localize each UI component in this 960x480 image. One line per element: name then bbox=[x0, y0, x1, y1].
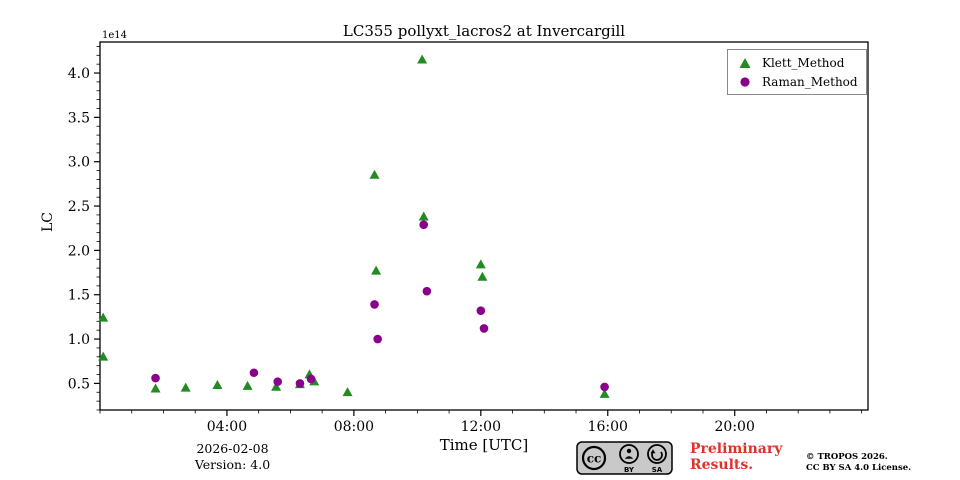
data-point-triangle bbox=[342, 387, 353, 397]
preliminary-line2: Results. bbox=[690, 457, 754, 473]
x-tick-label: 12:00 bbox=[461, 419, 501, 435]
data-point-triangle bbox=[477, 271, 488, 281]
series-Klett_Method bbox=[98, 54, 610, 398]
legend-label-klett: Klett_Method bbox=[762, 55, 845, 70]
data-point-circle bbox=[373, 334, 382, 344]
footer-meta: 2026-02-08 Version: 4.0 bbox=[160, 441, 305, 473]
y-axis-offset-text: 1e14 bbox=[102, 30, 128, 41]
data-point-triangle bbox=[418, 211, 429, 221]
preliminary-results-note: Preliminary Results. bbox=[690, 441, 782, 473]
y-tick-label: 2.0 bbox=[68, 243, 90, 259]
data-point-triangle bbox=[212, 379, 223, 389]
data-point-triangle bbox=[417, 54, 428, 64]
cc-by-person-icon bbox=[619, 444, 639, 464]
y-tick-label: 1.5 bbox=[68, 288, 90, 304]
data-point-triangle bbox=[98, 312, 109, 322]
data-point-triangle bbox=[150, 383, 161, 393]
axes: 04:00 08:00 12:00 16:00 20:00 0.5 1.0 1.5 2.0 2.5… bbox=[68, 41, 869, 435]
y-tick-label: 4.0 bbox=[68, 66, 90, 82]
data-point-triangle bbox=[180, 382, 191, 392]
legend-label-raman: Raman_Method bbox=[762, 74, 858, 89]
data-point-triangle bbox=[271, 381, 282, 391]
data-point-triangle bbox=[369, 169, 380, 179]
x-tick-label: 04:00 bbox=[207, 419, 247, 435]
data-point-circle bbox=[600, 382, 609, 392]
cc-by-label: BY bbox=[624, 466, 635, 474]
chart-title: LC355 pollyxt_lacros2 at Invercargill bbox=[342, 22, 626, 40]
x-tick-label: 20:00 bbox=[715, 419, 755, 435]
cc-glyph: cc bbox=[587, 452, 602, 466]
triangle-marker-icon bbox=[739, 57, 751, 68]
data-point-circle bbox=[479, 324, 489, 333]
x-axis-label: Time [UTC] bbox=[439, 436, 529, 454]
cc-circle-icon bbox=[581, 445, 607, 471]
series-Raman_Method bbox=[151, 220, 609, 392]
y-tick-label: 0.5 bbox=[68, 376, 90, 392]
person-head-icon bbox=[626, 448, 632, 454]
cc-by-sa-badge: cc BY SA bbox=[576, 441, 673, 479]
y-tick-label: 1.0 bbox=[68, 332, 90, 348]
legend-item-klett: Klett_Method bbox=[736, 53, 858, 72]
sa-arc-icon bbox=[651, 451, 663, 461]
data-point-circle bbox=[249, 368, 259, 378]
y-tick-label: 3.0 bbox=[68, 155, 90, 171]
copyright-note: © TROPOS 2026. CC BY SA 4.0 License. bbox=[806, 452, 911, 474]
data-point-circle bbox=[151, 373, 160, 383]
data-point-circle bbox=[476, 306, 486, 315]
data-point-circle bbox=[295, 379, 305, 388]
copyright-line2: CC BY SA 4.0 License. bbox=[806, 463, 912, 473]
x-tick-label: 16:00 bbox=[588, 419, 628, 435]
legend-item-raman: Raman_Method bbox=[736, 72, 858, 91]
cc-sa-label: SA bbox=[652, 466, 663, 474]
y-tick-label: 2.5 bbox=[68, 199, 90, 215]
legend: Klett_Method Raman_Method bbox=[727, 49, 867, 95]
data-point-circle bbox=[419, 220, 429, 229]
y-axis-label: LC bbox=[40, 211, 57, 233]
version-label: Version: 4.0 bbox=[194, 457, 271, 472]
data-point-triangle bbox=[371, 265, 382, 275]
data-point-circle bbox=[422, 286, 432, 296]
date-label: 2026-02-08 bbox=[196, 441, 269, 456]
copyright-line1: © TROPOS 2026. bbox=[806, 452, 888, 462]
x-tick-label: 08:00 bbox=[334, 419, 374, 435]
cc-badge-icon: cc BY SA bbox=[576, 441, 673, 475]
data-point-triangle bbox=[98, 351, 109, 361]
person-body-icon bbox=[624, 456, 634, 459]
data-point-triangle bbox=[475, 259, 486, 269]
circle-marker-icon bbox=[740, 76, 750, 87]
data-point-triangle bbox=[242, 380, 253, 390]
sa-arrowhead-icon bbox=[650, 449, 656, 454]
data-point-circle bbox=[370, 300, 379, 309]
data-point-triangle bbox=[599, 388, 610, 398]
data-point-circle bbox=[273, 377, 283, 386]
y-tick-label: 3.5 bbox=[68, 110, 90, 126]
preliminary-line1: Preliminary bbox=[690, 441, 783, 457]
cc-sa-arrow-icon bbox=[647, 444, 667, 464]
data-point-circle bbox=[306, 374, 316, 384]
